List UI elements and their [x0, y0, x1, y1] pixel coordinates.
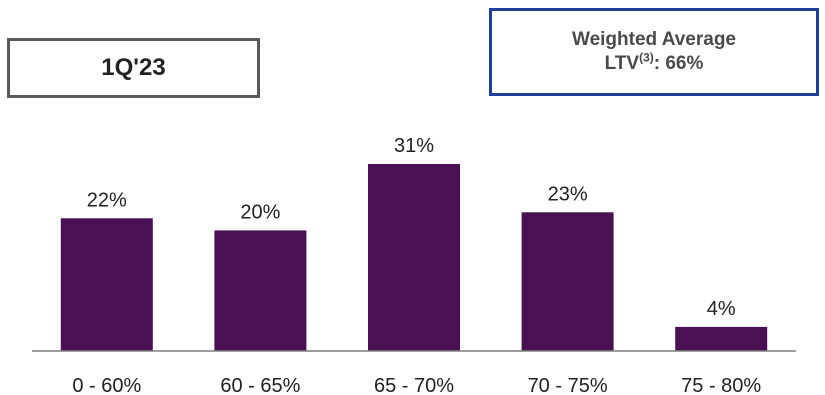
weighted-average-line2: LTV(3): 66% [605, 52, 704, 76]
data-label-4: 4% [707, 298, 736, 320]
weighted-average-box: Weighted Average LTV(3): 66% [489, 8, 819, 96]
period-label-box: 1Q'23 [7, 38, 260, 98]
x-tick-label-3: 70 - 75% [528, 375, 608, 395]
x-tick-label-0: 0 - 60% [72, 375, 141, 395]
bar-2 [368, 164, 460, 351]
data-label-0: 22% [87, 189, 127, 211]
period-label: 1Q'23 [101, 54, 166, 81]
footnote-ref: (3) [639, 50, 654, 65]
x-tick-label-1: 60 - 65% [220, 375, 300, 395]
x-tick-label-4: 75 - 80% [681, 375, 761, 395]
bar-4 [675, 326, 768, 351]
weighted-average-value: : 66% [653, 53, 704, 74]
data-label-3: 23% [548, 183, 588, 205]
x-tick-label-2: 65 - 70% [374, 375, 454, 395]
weighted-average-metric: LTV [604, 53, 640, 74]
bar-3 [521, 212, 614, 351]
weighted-average-line1: Weighted Average [571, 29, 736, 50]
data-label-1: 20% [240, 201, 280, 223]
bar-0 [60, 218, 153, 351]
bar-1 [214, 230, 307, 351]
data-label-2: 31% [394, 135, 434, 157]
